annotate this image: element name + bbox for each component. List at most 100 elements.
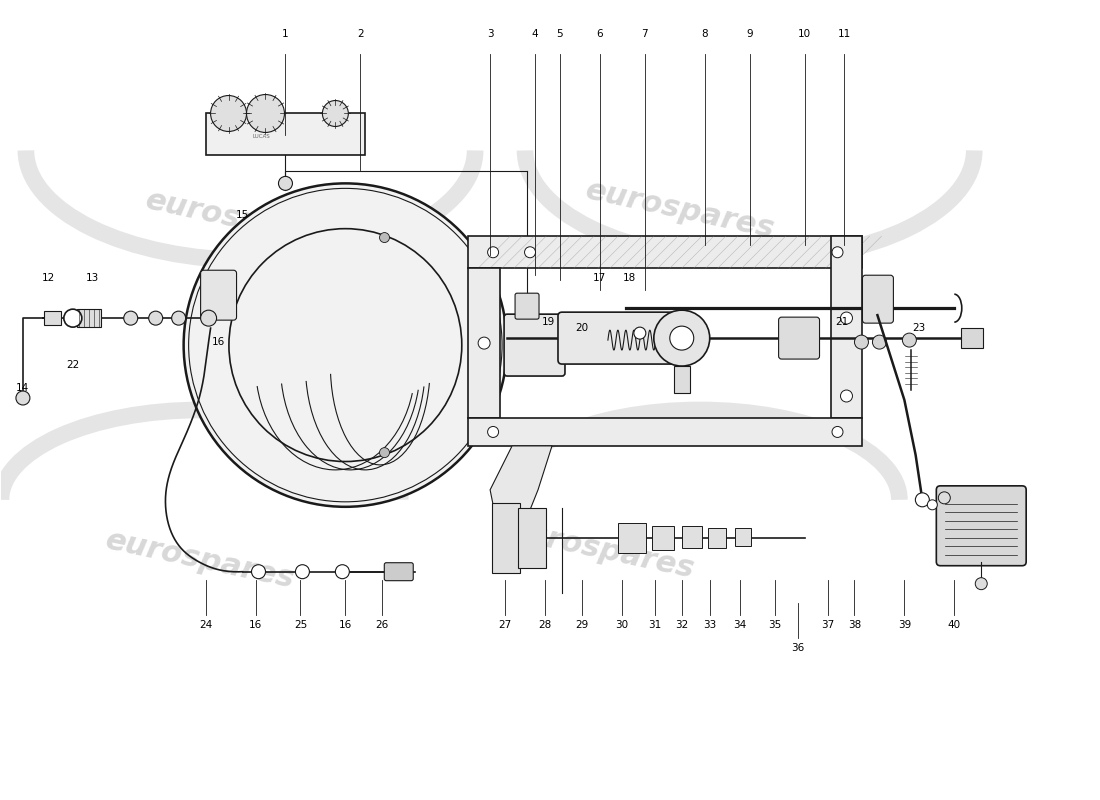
Text: 1: 1: [282, 29, 289, 38]
Circle shape: [15, 391, 30, 405]
Circle shape: [938, 492, 950, 504]
Text: 39: 39: [898, 620, 911, 630]
Text: 14: 14: [16, 383, 30, 393]
Circle shape: [296, 565, 309, 578]
Text: 19: 19: [541, 317, 554, 327]
Text: 34: 34: [733, 620, 746, 630]
Circle shape: [336, 565, 350, 578]
Circle shape: [322, 101, 349, 126]
Circle shape: [379, 448, 389, 458]
Bar: [961, 328, 983, 348]
Text: LUCAS: LUCAS: [253, 134, 271, 139]
Bar: [492, 503, 520, 573]
Circle shape: [517, 553, 527, 562]
Text: 40: 40: [948, 620, 961, 630]
Circle shape: [840, 390, 852, 402]
Text: 38: 38: [848, 620, 861, 630]
Circle shape: [976, 578, 987, 590]
Text: 2: 2: [358, 29, 364, 38]
Circle shape: [487, 426, 498, 438]
FancyBboxPatch shape: [558, 312, 685, 364]
Circle shape: [915, 493, 930, 507]
Bar: [469, 236, 862, 268]
Text: 20: 20: [575, 323, 589, 333]
Circle shape: [64, 309, 81, 327]
Text: 26: 26: [376, 620, 389, 630]
Circle shape: [653, 310, 710, 366]
Text: 13: 13: [86, 274, 99, 283]
Text: 25: 25: [294, 620, 307, 630]
Circle shape: [123, 311, 138, 325]
Text: eurospares: eurospares: [503, 515, 697, 584]
Circle shape: [663, 320, 700, 356]
Circle shape: [872, 335, 887, 349]
Circle shape: [902, 333, 916, 347]
Bar: [469, 268, 500, 418]
FancyBboxPatch shape: [779, 317, 820, 359]
Text: 21: 21: [835, 317, 848, 327]
Text: 8: 8: [702, 29, 708, 38]
Bar: [44, 311, 60, 325]
Circle shape: [530, 553, 540, 562]
Circle shape: [252, 565, 265, 578]
Text: 4: 4: [531, 29, 538, 38]
Circle shape: [172, 311, 186, 325]
Circle shape: [184, 183, 507, 507]
Text: 22: 22: [66, 360, 79, 370]
Bar: [682, 526, 702, 548]
Text: 32: 32: [675, 620, 689, 630]
Text: 16: 16: [339, 620, 352, 630]
Text: 6: 6: [596, 29, 603, 38]
Text: 31: 31: [648, 620, 661, 630]
FancyBboxPatch shape: [200, 270, 236, 320]
Bar: [735, 528, 750, 546]
Circle shape: [210, 95, 246, 131]
Bar: [674, 366, 690, 393]
Text: 28: 28: [538, 620, 551, 630]
Bar: [518, 508, 546, 568]
Text: 12: 12: [42, 274, 55, 283]
Text: eurospares: eurospares: [583, 176, 777, 245]
Text: 3: 3: [487, 29, 494, 38]
Circle shape: [855, 335, 868, 349]
FancyBboxPatch shape: [515, 293, 539, 319]
Text: 30: 30: [615, 620, 628, 630]
Text: 11: 11: [838, 29, 851, 38]
Circle shape: [927, 500, 937, 510]
Circle shape: [832, 426, 843, 438]
Circle shape: [379, 233, 389, 242]
Bar: [830, 236, 862, 418]
Circle shape: [670, 326, 694, 350]
Text: 16: 16: [249, 620, 262, 630]
Text: 36: 36: [791, 642, 804, 653]
Bar: [618, 522, 646, 553]
Circle shape: [634, 327, 646, 339]
Circle shape: [200, 310, 217, 326]
Text: 7: 7: [641, 29, 648, 38]
Text: eurospares: eurospares: [143, 186, 338, 254]
Polygon shape: [491, 446, 552, 528]
Text: 29: 29: [575, 620, 589, 630]
Bar: [652, 526, 674, 550]
Circle shape: [832, 246, 843, 258]
Bar: [469, 418, 862, 446]
FancyBboxPatch shape: [862, 275, 893, 323]
Text: 15: 15: [235, 210, 250, 220]
Bar: [77, 309, 101, 327]
Text: 37: 37: [821, 620, 834, 630]
FancyBboxPatch shape: [936, 486, 1026, 566]
Text: 23: 23: [913, 323, 926, 333]
Circle shape: [246, 94, 285, 133]
Text: 9: 9: [746, 29, 754, 38]
Circle shape: [278, 176, 293, 190]
Text: 27: 27: [498, 620, 512, 630]
Text: 18: 18: [624, 274, 637, 283]
FancyBboxPatch shape: [504, 314, 565, 376]
Circle shape: [840, 312, 852, 324]
Text: 5: 5: [557, 29, 563, 38]
Circle shape: [525, 246, 536, 258]
Circle shape: [148, 311, 163, 325]
Circle shape: [478, 337, 491, 349]
Circle shape: [500, 553, 510, 562]
Text: eurospares: eurospares: [103, 526, 298, 594]
